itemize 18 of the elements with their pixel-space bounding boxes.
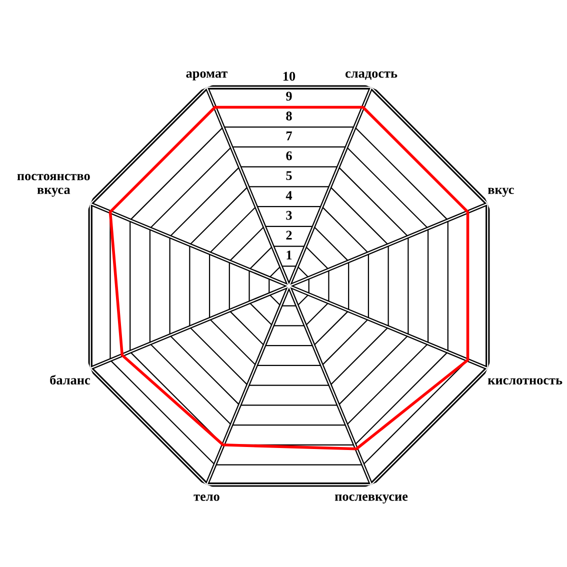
y-tick-label: 8 [286,112,292,120]
spoke-label: вкус [488,188,514,197]
spoke-label: баланс [50,374,90,385]
spoke-label: аромат [186,71,228,80]
spoke-label: послевкусие [334,494,408,504]
y-tick-label: 5 [286,171,292,180]
y-tick-label: 4 [286,191,292,200]
y-tick-label: 9 [286,92,292,101]
y-tick-label: 3 [286,210,292,220]
y-tick-label: 10 [283,72,296,81]
spoke-label: кислотность [488,378,562,385]
spoke-label: постоянство вкуса [17,174,90,197]
y-tick-label: 2 [286,230,292,240]
y-tick-label: 6 [286,151,292,160]
y-tick-label: 7 [286,132,292,140]
spoke-label: тело [194,494,220,501]
spoke-label: сладость [346,71,398,80]
y-tick-label: 1 [286,250,292,260]
